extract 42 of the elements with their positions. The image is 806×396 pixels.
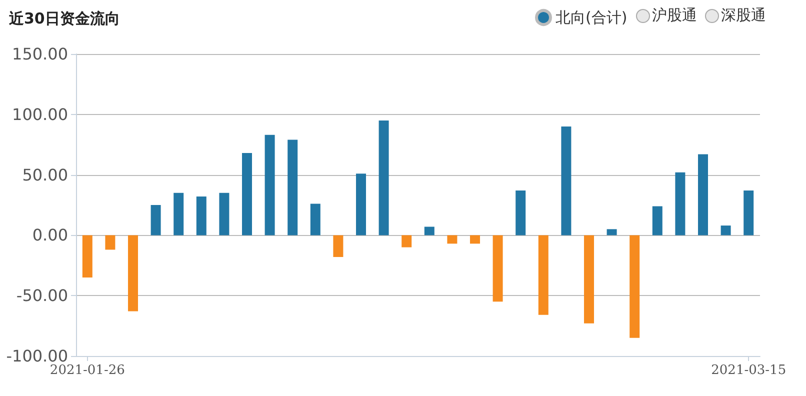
bar xyxy=(105,235,116,250)
bar xyxy=(447,235,458,244)
y-tick-label: -50.00 xyxy=(16,286,68,306)
bar xyxy=(606,229,617,236)
bar xyxy=(219,192,230,236)
x-tick-label: 2021-01-26 xyxy=(50,363,125,378)
bar xyxy=(196,196,206,236)
bar xyxy=(470,235,480,244)
x-tick-label: 2021-03-15 xyxy=(711,363,786,378)
bar xyxy=(264,134,275,236)
bar xyxy=(150,205,161,236)
bar xyxy=(584,235,594,324)
bar xyxy=(402,235,412,248)
bar xyxy=(424,226,434,236)
bar xyxy=(698,154,708,236)
bar xyxy=(333,235,344,257)
bar xyxy=(82,235,92,278)
y-tick-label: 150.00 xyxy=(12,44,68,64)
y-tick-label: 100.00 xyxy=(12,104,68,124)
bar xyxy=(516,190,526,236)
chart-title: 近30日资金流向 xyxy=(8,10,120,28)
text: 沪股通 xyxy=(652,6,697,25)
y-tick-label: -100.00 xyxy=(6,346,68,366)
bar xyxy=(242,153,252,236)
y-tick-label: 0.00 xyxy=(32,226,68,245)
bar xyxy=(720,226,731,236)
bar xyxy=(174,192,184,236)
bar xyxy=(288,140,298,236)
bar xyxy=(128,235,138,312)
bar xyxy=(538,235,548,315)
bar xyxy=(492,235,503,302)
bar xyxy=(356,174,366,236)
bar xyxy=(310,204,320,236)
y-tick-label: 50.00 xyxy=(22,165,68,184)
text: 深股通 xyxy=(721,6,766,25)
bar xyxy=(675,172,686,236)
bar xyxy=(630,235,640,338)
bar xyxy=(652,206,662,236)
legend-label: 北向(合计) xyxy=(556,8,628,26)
bar xyxy=(561,126,572,236)
bar xyxy=(744,190,754,236)
bar xyxy=(378,120,389,236)
